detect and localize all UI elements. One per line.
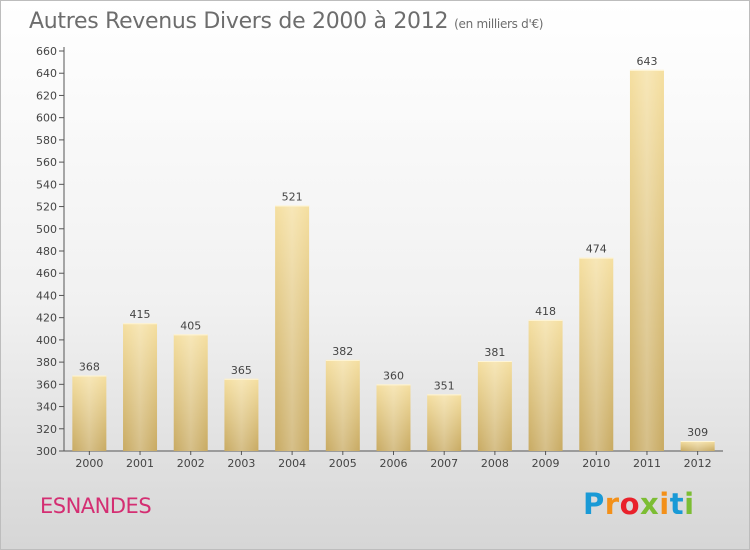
x-tick-label: 2007: [430, 457, 458, 470]
y-tick-label: 620: [36, 89, 57, 102]
y-tick-label: 640: [36, 67, 57, 80]
y-tick-label: 400: [36, 334, 57, 347]
value-label: 405: [180, 319, 201, 332]
value-label: 381: [484, 346, 505, 359]
value-label: 309: [687, 426, 708, 439]
value-label: 382: [332, 345, 353, 358]
x-tick-label: 2000: [75, 457, 103, 470]
value-label: 360: [383, 369, 404, 382]
value-label: 368: [79, 360, 100, 373]
bar-highlight: [275, 205, 310, 451]
x-tick-label: 2012: [684, 457, 712, 470]
y-tick-label: 600: [36, 112, 57, 125]
bar-highlight: [477, 361, 512, 451]
logo-letter: i: [659, 487, 670, 521]
bar-highlight: [173, 334, 208, 451]
value-label: 365: [231, 364, 252, 377]
y-tick-label: 480: [36, 245, 57, 258]
logo-letter: r: [604, 487, 620, 521]
bar-highlight: [629, 69, 664, 451]
x-tick-label: 2009: [532, 457, 560, 470]
logo-letter: P: [583, 487, 605, 521]
x-tick-label: 2011: [633, 457, 661, 470]
value-labels-group: 368 415 405 365 521 382 360 351 381 418 474 643 309: [79, 55, 708, 439]
value-label: 418: [535, 305, 556, 318]
value-label: 643: [636, 55, 657, 68]
y-tick-label: 460: [36, 267, 57, 280]
y-tick-label: 320: [36, 423, 57, 436]
y-tick-label: 560: [36, 156, 57, 169]
y-tick-label: 500: [36, 223, 57, 236]
y-tick-label: 540: [36, 178, 57, 191]
logo-letter: t: [669, 487, 685, 521]
chart-title: Autres Revenus Divers de 2000 à 2012 (en …: [29, 9, 543, 34]
axes: 300 320 340 360 380 400 420 440 460 480 500 520 540 5…: [36, 45, 723, 470]
bar-highlight: [579, 257, 614, 451]
bar-chart: 300 320 340 360 380 400 420 440 460 480 500 520 540 5…: [36, 45, 723, 470]
y-tick-label: 660: [36, 45, 57, 58]
x-tick-label: 2008: [481, 457, 509, 470]
bar-highlight: [680, 441, 715, 451]
value-label: 474: [586, 243, 607, 256]
chart-subtitle: (en milliers d'€): [454, 17, 544, 31]
y-tick-label: 360: [36, 378, 57, 391]
value-label: 521: [282, 190, 303, 203]
y-tick-label: 520: [36, 201, 57, 214]
value-label: 415: [130, 308, 151, 321]
proxiti-logo[interactable]: Proxiti: [583, 487, 695, 521]
x-tick-label: 2005: [329, 457, 357, 470]
y-tick-label: 300: [36, 445, 57, 458]
bars-group: [72, 69, 715, 451]
y-tick-label: 380: [36, 356, 57, 369]
value-label: 351: [434, 379, 455, 392]
bar-highlight: [72, 375, 107, 451]
y-tick-label: 420: [36, 312, 57, 325]
y-tick-label: 440: [36, 289, 57, 302]
chart-title-text: Autres Revenus Divers de 2000 à 2012: [29, 9, 449, 34]
x-tick-label: 2001: [126, 457, 154, 470]
bar-highlight: [528, 319, 563, 451]
y-tick-label: 340: [36, 401, 57, 414]
bar-highlight: [224, 378, 259, 451]
x-tick-label: 2006: [380, 457, 408, 470]
bar-highlight: [376, 384, 411, 451]
logo-letter: i: [684, 487, 695, 521]
bar-highlight: [427, 394, 462, 451]
bar-highlight: [123, 323, 158, 451]
town-name: ESNANDES: [40, 494, 152, 518]
logo-letter: x: [640, 487, 660, 521]
x-tick-label: 2010: [582, 457, 610, 470]
logo-letter: o: [619, 487, 641, 521]
x-tick-label: 2004: [278, 457, 306, 470]
y-tick-label: 580: [36, 134, 57, 147]
bar-highlight: [325, 359, 360, 451]
x-tick-label: 2002: [177, 457, 205, 470]
x-tick-label: 2003: [227, 457, 255, 470]
